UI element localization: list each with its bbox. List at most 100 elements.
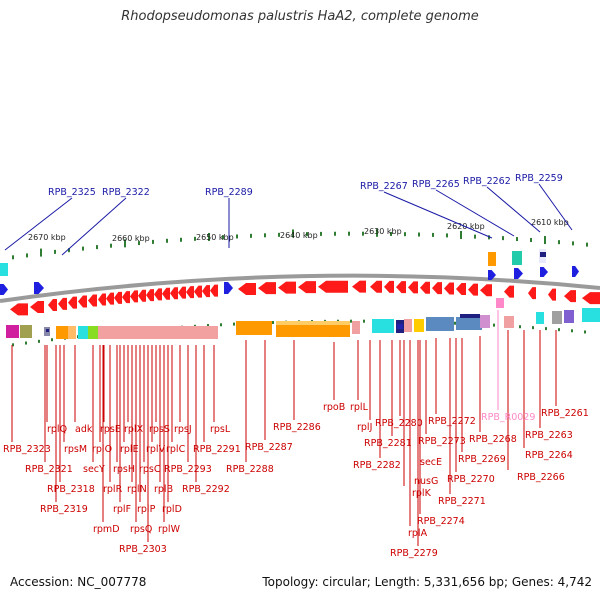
gene-arrow[interactable] bbox=[582, 292, 600, 305]
gene-label[interactable]: RPB_2287 bbox=[245, 442, 293, 453]
gene-arrow[interactable] bbox=[154, 288, 162, 301]
gene-arrow[interactable] bbox=[396, 281, 406, 294]
gene-label[interactable]: rplE bbox=[120, 444, 139, 455]
gene-label[interactable]: rplW bbox=[158, 524, 181, 535]
gene-label[interactable]: rplN bbox=[127, 484, 147, 495]
gene-label[interactable]: rplK bbox=[412, 488, 432, 499]
gene-box[interactable] bbox=[536, 312, 544, 324]
gene-box[interactable] bbox=[0, 263, 8, 276]
gene-arrow[interactable] bbox=[48, 299, 57, 312]
gene-label[interactable]: RPB_2272 bbox=[428, 416, 476, 427]
gene-label[interactable]: RPB_2282 bbox=[353, 460, 401, 471]
gene-label[interactable]: RPB_2274 bbox=[417, 516, 465, 527]
gene-label[interactable]: RPB_2273 bbox=[418, 436, 466, 447]
gene-label[interactable]: RPB_2292 bbox=[182, 484, 230, 495]
gene-label[interactable]: rplJ bbox=[357, 422, 372, 433]
gene-arrow[interactable] bbox=[488, 270, 496, 280]
gene-label[interactable]: rplD bbox=[162, 504, 182, 515]
gene-arrow[interactable] bbox=[68, 296, 77, 309]
gene-arrow[interactable] bbox=[114, 291, 122, 304]
gene-box[interactable] bbox=[504, 316, 514, 328]
gene-arrow[interactable] bbox=[444, 282, 454, 295]
gene-label[interactable]: rplC bbox=[166, 444, 186, 455]
gene-arrow[interactable] bbox=[384, 280, 394, 293]
gene-label[interactable]: rpsL bbox=[210, 424, 231, 435]
gene-arrow[interactable] bbox=[34, 282, 44, 294]
gene-label[interactable]: nusG bbox=[414, 476, 438, 487]
gene-arrow[interactable] bbox=[238, 282, 256, 295]
gene-arrow[interactable] bbox=[186, 286, 194, 299]
gene-label[interactable]: rpoB bbox=[323, 402, 345, 413]
gene-arrow[interactable] bbox=[504, 285, 514, 298]
gene-box[interactable] bbox=[460, 314, 480, 318]
gene-label[interactable]: rpsE bbox=[100, 424, 121, 435]
gene-label[interactable]: RPB_2323 bbox=[3, 444, 51, 455]
gene-arrow[interactable] bbox=[210, 284, 218, 297]
gene-box[interactable] bbox=[564, 310, 574, 323]
gene-box[interactable] bbox=[236, 321, 272, 335]
gene-label[interactable]: rpsS bbox=[149, 424, 170, 435]
gene-arrow[interactable] bbox=[0, 284, 8, 295]
gene-label[interactable]: rplO bbox=[92, 444, 112, 455]
gene-box[interactable] bbox=[276, 323, 350, 337]
gene-arrow[interactable] bbox=[548, 288, 556, 301]
gene-label[interactable]: RPB_2271 bbox=[438, 496, 486, 507]
gene-box[interactable] bbox=[512, 251, 522, 265]
gene-box[interactable] bbox=[397, 324, 403, 329]
gene-arrow[interactable] bbox=[170, 287, 178, 300]
gene-box[interactable] bbox=[6, 325, 19, 338]
gene-label[interactable]: RPB_R0029 bbox=[481, 412, 535, 423]
gene-label[interactable]: RPB_2266 bbox=[517, 472, 565, 483]
gene-label[interactable]: RPB_2269 bbox=[458, 454, 506, 465]
gene-box[interactable] bbox=[480, 315, 490, 328]
gene-box[interactable] bbox=[56, 326, 68, 339]
gene-arrow[interactable] bbox=[224, 282, 233, 294]
gene-box[interactable] bbox=[488, 252, 496, 266]
gene-box[interactable] bbox=[98, 326, 218, 339]
gene-label[interactable]: rplL bbox=[350, 402, 369, 413]
gene-label[interactable]: RPB_2268 bbox=[469, 434, 517, 445]
gene-arrow[interactable] bbox=[408, 281, 418, 294]
gene-arrow[interactable] bbox=[106, 292, 114, 305]
gene-arrow[interactable] bbox=[98, 293, 106, 306]
gene-label[interactable]: rplB bbox=[154, 484, 173, 495]
gene-arrow[interactable] bbox=[178, 286, 186, 299]
gene-label[interactable]: rpsC bbox=[139, 464, 161, 475]
gene-box[interactable] bbox=[68, 326, 76, 339]
gene-label[interactable]: rplA bbox=[408, 528, 428, 539]
gene-label[interactable]: RPB_2262 bbox=[463, 176, 511, 187]
gene-label[interactable]: secY bbox=[83, 464, 105, 475]
gene-arrow[interactable] bbox=[138, 289, 146, 302]
gene-box[interactable] bbox=[456, 317, 482, 330]
gene-label[interactable]: RPB_2267 bbox=[360, 181, 408, 192]
gene-arrow[interactable] bbox=[78, 295, 87, 308]
gene-label[interactable]: adk bbox=[75, 424, 93, 435]
gene-box[interactable] bbox=[372, 319, 394, 333]
gene-label[interactable]: RPB_2280 bbox=[375, 418, 423, 429]
gene-label[interactable]: rplQ bbox=[47, 424, 67, 435]
gene-arrow[interactable] bbox=[298, 281, 316, 294]
gene-label[interactable]: RPB_2259 bbox=[515, 173, 563, 184]
gene-label[interactable]: RPB_2265 bbox=[412, 179, 460, 190]
gene-label[interactable]: RPB_2325 bbox=[48, 187, 96, 198]
gene-arrow[interactable] bbox=[58, 297, 67, 310]
gene-arrow[interactable] bbox=[456, 283, 466, 296]
gene-label[interactable]: RPB_2293 bbox=[164, 464, 212, 475]
gene-box[interactable] bbox=[276, 321, 350, 325]
gene-arrow[interactable] bbox=[30, 300, 44, 313]
gene-label[interactable]: RPB_2270 bbox=[447, 474, 495, 485]
gene-arrow[interactable] bbox=[420, 281, 430, 294]
gene-features[interactable] bbox=[0, 249, 600, 339]
gene-label[interactable]: RPB_2289 bbox=[205, 187, 253, 198]
gene-label[interactable]: RPB_2322 bbox=[102, 187, 150, 198]
gene-box[interactable] bbox=[414, 319, 424, 332]
gene-arrow[interactable] bbox=[278, 281, 296, 294]
gene-label[interactable]: secE bbox=[420, 457, 442, 468]
gene-label[interactable]: RPB_2291 bbox=[193, 444, 241, 455]
gene-label[interactable]: rpsJ bbox=[174, 424, 192, 435]
gene-box[interactable] bbox=[426, 317, 454, 331]
gene-label[interactable]: RPB_2321 bbox=[25, 464, 73, 475]
gene-label[interactable]: rplR bbox=[103, 484, 123, 495]
gene-arrow[interactable] bbox=[352, 280, 366, 293]
